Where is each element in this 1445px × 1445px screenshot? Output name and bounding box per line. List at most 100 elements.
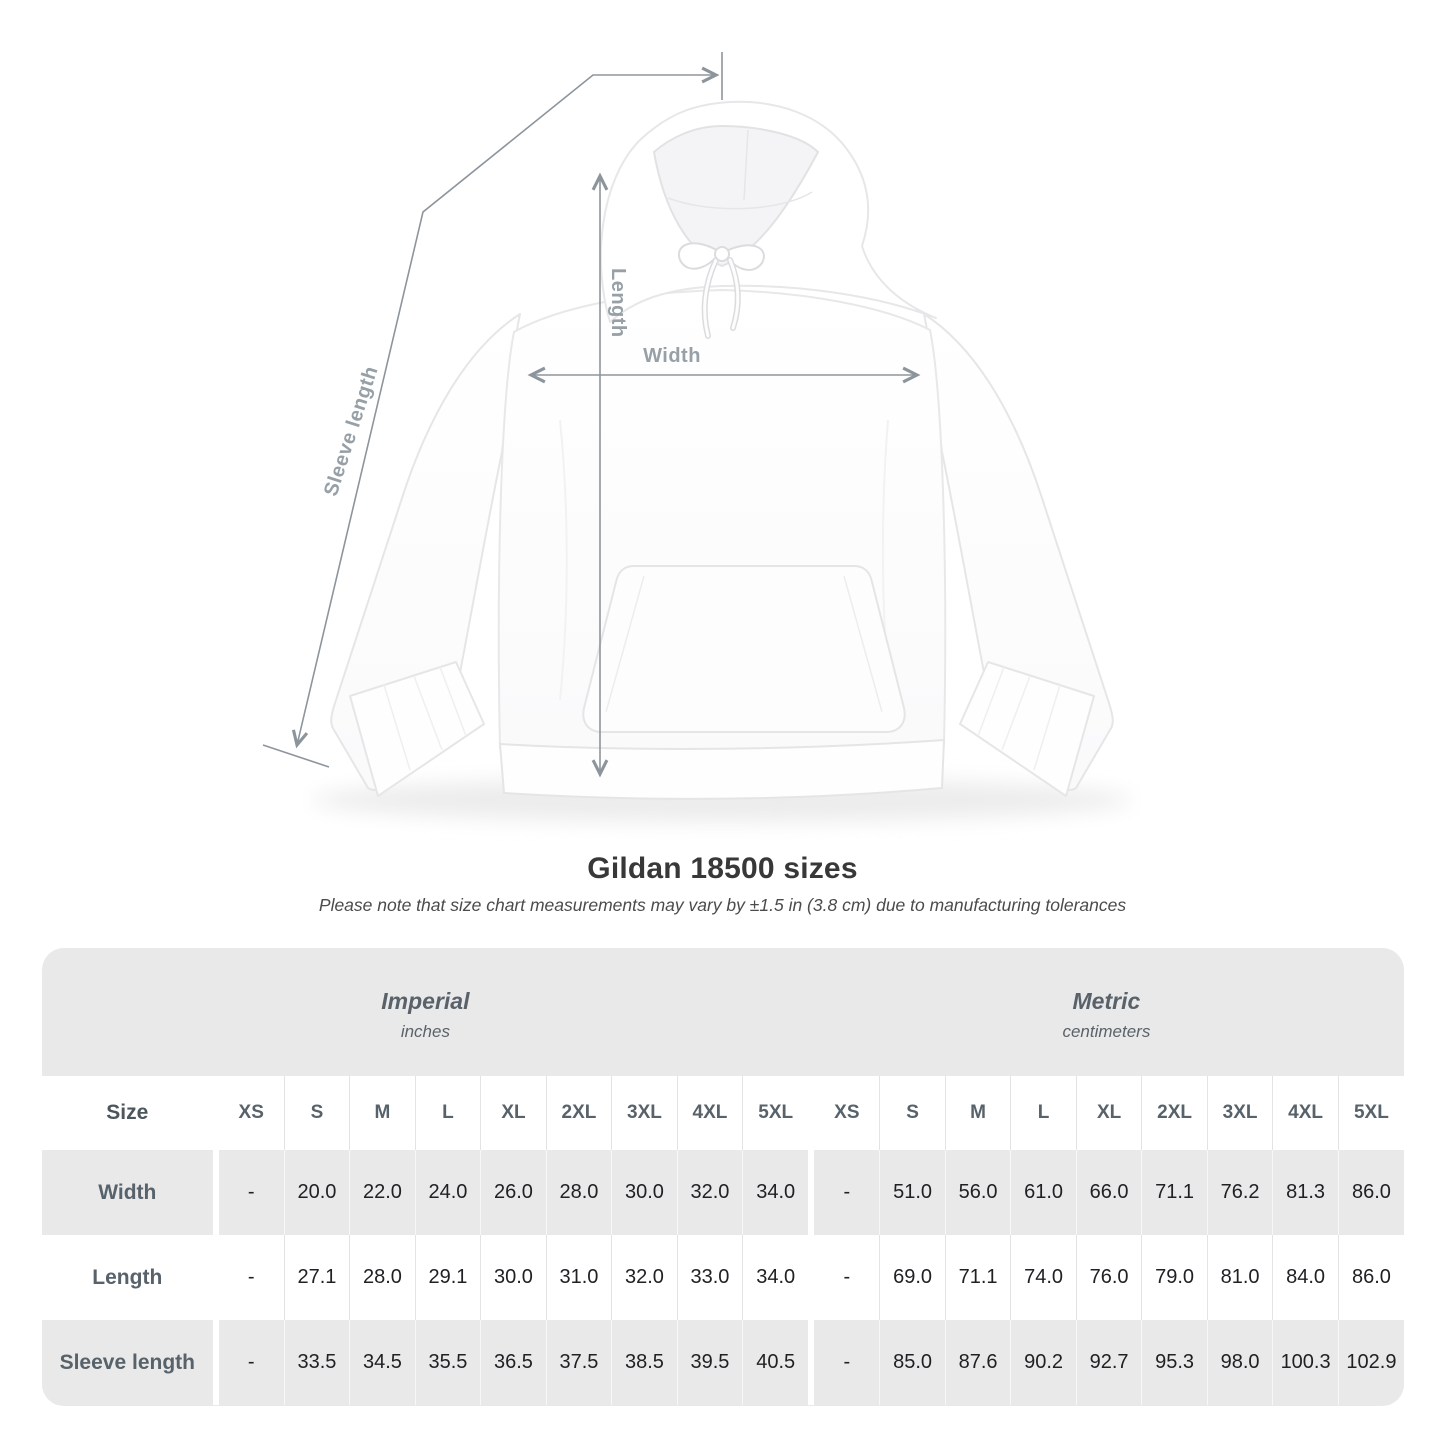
table-cell: 35.5 xyxy=(414,1320,481,1405)
size-col-header: XS xyxy=(834,1102,860,1123)
table-cell: - xyxy=(247,1351,255,1373)
table-cell: 92.7 xyxy=(1075,1320,1142,1405)
table-cell: 36.5 xyxy=(480,1320,547,1405)
table-cell: 29.1 xyxy=(414,1235,481,1320)
table-cell: 100.3 xyxy=(1272,1320,1339,1405)
table-cell: 76.2 xyxy=(1206,1150,1273,1235)
table-cell: 71.1 xyxy=(944,1235,1011,1320)
table-cell: 28.0 xyxy=(545,1150,612,1235)
row-label: Length xyxy=(92,1265,163,1289)
column-separator xyxy=(212,1235,219,1320)
metric-label: Metric xyxy=(1072,988,1141,1014)
hoodie-measurement-diagram: Length Width Sleeve length xyxy=(262,52,1132,822)
column-separator xyxy=(212,1320,219,1405)
table-cell: 79.0 xyxy=(1141,1235,1208,1320)
page-title: Gildan 18500 sizes xyxy=(587,852,858,885)
table-cell: 51.0 xyxy=(879,1150,946,1235)
table-cell: 39.5 xyxy=(676,1320,743,1405)
column-separator xyxy=(808,1235,815,1320)
table-cell: - xyxy=(843,1181,851,1203)
size-corner-label: Size xyxy=(106,1101,149,1124)
table-cell: - xyxy=(843,1351,851,1373)
table-cell: 90.2 xyxy=(1010,1320,1077,1405)
sleeve-length-label: Sleeve length xyxy=(320,363,383,499)
kangaroo-pocket xyxy=(582,565,906,733)
table-cell: 34.5 xyxy=(349,1320,416,1405)
length-label: Length xyxy=(607,268,629,338)
table-cell: 30.0 xyxy=(480,1235,547,1320)
table-cell: 69.0 xyxy=(879,1235,946,1320)
size-table: Size XS S M L XL 2XL 3XL 4XL 5XL XS S M … xyxy=(42,1076,1404,1405)
size-col-header: 3XL xyxy=(611,1076,678,1150)
table-cell: 85.0 xyxy=(879,1320,946,1405)
imperial-unit: inches xyxy=(400,1022,450,1041)
width-row: Width - 20.0 22.0 24.0 26.0 28.0 30.0 32… xyxy=(42,1150,1404,1235)
size-col-header: S xyxy=(879,1076,946,1150)
sleeve-length-row: Sleeve length - 33.5 34.5 35.5 36.5 37.5… xyxy=(42,1320,1404,1405)
column-separator xyxy=(212,1150,219,1235)
row-label: Width xyxy=(98,1180,157,1204)
sleeve-length-line xyxy=(297,75,716,745)
table-cell: 56.0 xyxy=(944,1150,1011,1235)
page-subtitle: Please note that size chart measurements… xyxy=(318,895,1127,915)
table-cell: 76.0 xyxy=(1075,1235,1142,1320)
column-separator xyxy=(212,1076,219,1150)
table-cell: 24.0 xyxy=(414,1150,481,1235)
size-col-header: 5XL xyxy=(742,1076,809,1150)
size-col-header: 4XL xyxy=(676,1076,743,1150)
table-cell: 87.6 xyxy=(944,1320,1011,1405)
metric-unit: centimeters xyxy=(1062,1022,1151,1041)
table-cell: 86.0 xyxy=(1337,1235,1404,1320)
table-cell: 95.3 xyxy=(1141,1320,1208,1405)
table-cell: 34.0 xyxy=(742,1235,809,1320)
size-col-header: 3XL xyxy=(1206,1076,1273,1150)
size-col-header: XS xyxy=(238,1102,264,1123)
table-cell: 86.0 xyxy=(1337,1150,1404,1235)
size-col-header: 2XL xyxy=(545,1076,612,1150)
table-cell: 32.0 xyxy=(676,1150,743,1235)
size-table-card: Imperial inches Metric centimeters Size … xyxy=(42,948,1404,1406)
size-col-header: M xyxy=(944,1076,1011,1150)
table-cell: 31.0 xyxy=(545,1235,612,1320)
imperial-unit-group: Imperial inches xyxy=(42,948,809,1076)
length-row: Length - 27.1 28.0 29.1 30.0 31.0 32.0 3… xyxy=(42,1235,1404,1320)
size-header-row: Size XS S M L XL 2XL 3XL 4XL 5XL XS S M … xyxy=(42,1076,1404,1150)
size-col-header: 4XL xyxy=(1272,1076,1339,1150)
table-cell: 20.0 xyxy=(283,1150,350,1235)
size-col-header: 2XL xyxy=(1141,1076,1208,1150)
size-col-header: M xyxy=(349,1076,416,1150)
column-separator xyxy=(808,1076,815,1150)
table-cell: 102.9 xyxy=(1337,1320,1404,1405)
table-cell: 26.0 xyxy=(480,1150,547,1235)
table-cell: 74.0 xyxy=(1010,1235,1077,1320)
imperial-label: Imperial xyxy=(381,988,470,1014)
table-cell: 34.0 xyxy=(742,1150,809,1235)
cuff-tick xyxy=(262,744,330,768)
table-cell: 30.0 xyxy=(611,1150,678,1235)
size-col-header: XL xyxy=(1075,1076,1142,1150)
table-cell: 33.0 xyxy=(676,1235,743,1320)
table-cell: 27.1 xyxy=(283,1235,350,1320)
table-cell: - xyxy=(247,1181,255,1203)
table-cell: 38.5 xyxy=(611,1320,678,1405)
title-block: Gildan 18500 sizes Please note that size… xyxy=(0,852,1445,916)
size-col-header: S xyxy=(283,1076,350,1150)
table-cell: 81.3 xyxy=(1272,1150,1339,1235)
size-col-header: 5XL xyxy=(1337,1076,1404,1150)
table-cell: 33.5 xyxy=(283,1320,350,1405)
width-label: Width xyxy=(643,345,701,367)
measurement-lines xyxy=(262,52,917,774)
table-cell: 22.0 xyxy=(349,1150,416,1235)
table-cell: 32.0 xyxy=(611,1235,678,1320)
table-cell: - xyxy=(247,1266,255,1288)
table-cell: 66.0 xyxy=(1075,1150,1142,1235)
table-cell: 40.5 xyxy=(742,1320,809,1405)
column-separator xyxy=(808,1320,815,1405)
hoodie-illustration: Length Width Sleeve length xyxy=(262,52,1132,822)
hem-band xyxy=(498,738,946,800)
table-cell: 71.1 xyxy=(1141,1150,1208,1235)
table-cell: 84.0 xyxy=(1272,1235,1339,1320)
table-cell: 28.0 xyxy=(349,1235,416,1320)
table-cell: 81.0 xyxy=(1206,1235,1273,1320)
